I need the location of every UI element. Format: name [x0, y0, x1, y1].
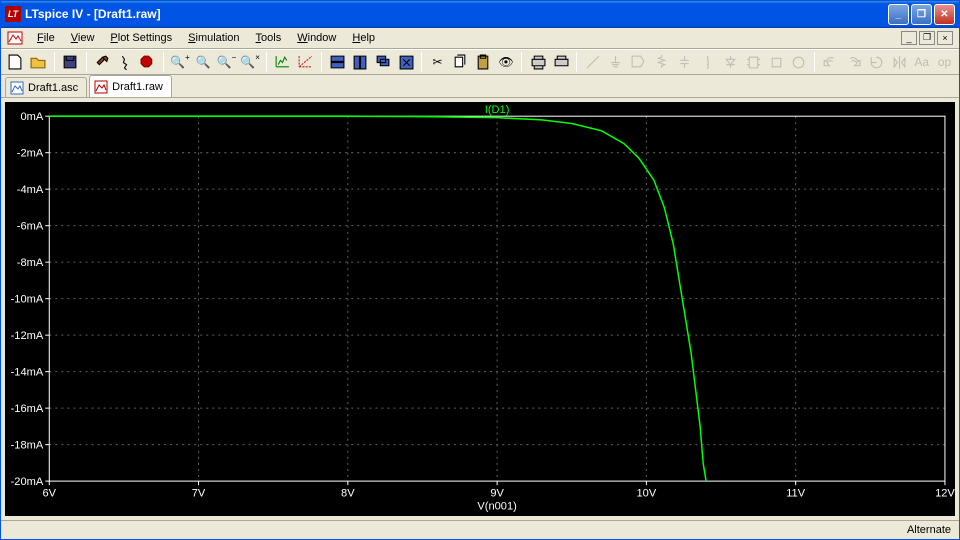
cascade-button[interactable]	[372, 51, 393, 73]
select-trace-button[interactable]	[295, 51, 316, 73]
paste-button[interactable]	[473, 51, 494, 73]
tile-h-button[interactable]	[327, 51, 348, 73]
svg-text:-8mA: -8mA	[17, 258, 44, 270]
spice-dir-button: op	[934, 51, 955, 73]
diode-button	[719, 51, 740, 73]
svg-text:-6mA: -6mA	[17, 221, 44, 233]
zoom-actual-button[interactable]: 🔍	[193, 51, 214, 73]
svg-text:-16mA: -16mA	[11, 404, 44, 416]
text-button: Aa	[911, 51, 932, 73]
svg-text:11V: 11V	[786, 488, 805, 500]
print-setup-button[interactable]	[550, 51, 571, 73]
minimize-button[interactable]: _	[888, 4, 909, 25]
hammer-button[interactable]	[92, 51, 113, 73]
label-button	[628, 51, 649, 73]
svg-text:10V: 10V	[637, 488, 657, 500]
mirror-button	[888, 51, 909, 73]
zoom-in-button[interactable]: 🔍+	[169, 51, 191, 73]
window-title: LTspice IV - [Draft1.raw]	[25, 7, 888, 21]
tab-icon	[10, 81, 24, 95]
plot-canvas[interactable]: 6V 7V 8V 9V 10V 11V 12V 0mA -2mA -4mA -6mA -8mA -10m…	[5, 102, 955, 516]
mdi-minimize[interactable]: _	[901, 31, 917, 45]
tile-v-button[interactable]	[349, 51, 370, 73]
open-file-button[interactable]	[28, 51, 49, 73]
mdi-restore[interactable]: ❐	[919, 31, 935, 45]
menu-window[interactable]: Window	[289, 30, 344, 46]
stop-button[interactable]	[137, 51, 158, 73]
mdi-icon	[7, 31, 23, 45]
mdi-controls: _ ❐ ×	[901, 31, 953, 45]
new-file-button[interactable]	[5, 51, 26, 73]
rotate-button	[866, 51, 887, 73]
menu-view[interactable]: View	[63, 30, 103, 46]
save-file-button[interactable]	[60, 51, 81, 73]
resistor-button	[651, 51, 672, 73]
svg-text:-4mA: -4mA	[17, 185, 44, 197]
copy-button[interactable]	[450, 51, 471, 73]
tab-icon	[94, 80, 108, 94]
zoom-fit-button[interactable]: 🔍×	[239, 51, 261, 73]
menu-tools[interactable]: Tools	[248, 30, 290, 46]
tab-label: Draft1.asc	[28, 82, 78, 94]
titlebar[interactable]: LT LTspice IV - [Draft1.raw] _ ❐ ✕	[1, 1, 959, 28]
cut-button[interactable]: ✂	[427, 51, 448, 73]
menu-simulation[interactable]: Simulation	[180, 30, 247, 46]
menu-help[interactable]: Help	[344, 30, 383, 46]
tab-Draft1-raw[interactable]: Draft1.raw	[89, 75, 172, 97]
draw-wire-button	[582, 51, 603, 73]
plot-area: 6V 7V 8V 9V 10V 11V 12V 0mA -2mA -4mA -6mA -8mA -10m…	[1, 98, 959, 520]
svg-text:-12mA: -12mA	[11, 331, 44, 343]
trace-label[interactable]: I(D1)	[485, 104, 510, 116]
svg-text:6V: 6V	[43, 488, 57, 500]
print-button[interactable]	[527, 51, 548, 73]
window-controls: _ ❐ ✕	[888, 4, 955, 25]
status-text: Alternate	[907, 524, 951, 536]
tab-Draft1-asc[interactable]: Draft1.asc	[5, 77, 87, 97]
menubar: FileViewPlot SettingsSimulationToolsWind…	[1, 28, 959, 49]
redo-button	[843, 51, 864, 73]
capacitor-button	[674, 51, 695, 73]
toolbar: 🔍+🔍🔍−🔍× ✂ 👁 Aaop	[1, 49, 959, 76]
svg-text:-20mA: -20mA	[11, 476, 44, 488]
drag-button	[788, 51, 809, 73]
maximize-button[interactable]: ❐	[911, 4, 932, 25]
svg-text:7V: 7V	[192, 488, 206, 500]
app-window: LT LTspice IV - [Draft1.raw] _ ❐ ✕ FileV…	[0, 0, 960, 540]
autorange-button[interactable]	[272, 51, 293, 73]
component-button	[742, 51, 763, 73]
close-button[interactable]: ✕	[934, 4, 955, 25]
svg-text:9V: 9V	[490, 488, 504, 500]
svg-text:V(n001): V(n001)	[477, 501, 517, 513]
app-icon: LT	[5, 6, 21, 22]
close-win-button[interactable]	[395, 51, 416, 73]
menu-file[interactable]: File	[29, 30, 63, 46]
tab-label: Draft1.raw	[112, 81, 163, 93]
zoom-out-button[interactable]: 🔍−	[216, 51, 238, 73]
svg-text:8V: 8V	[341, 488, 355, 500]
undo-button	[820, 51, 841, 73]
mdi-close[interactable]: ×	[937, 31, 953, 45]
inductor-button	[697, 51, 718, 73]
svg-text:-2mA: -2mA	[17, 148, 44, 160]
run-button[interactable]	[114, 51, 135, 73]
svg-text:-14mA: -14mA	[11, 367, 44, 379]
move-button	[765, 51, 786, 73]
svg-text:12V: 12V	[935, 488, 955, 500]
svg-text:-18mA: -18mA	[11, 440, 44, 452]
statusbar: Alternate	[1, 520, 959, 539]
tab-bar: Draft1.asc Draft1.raw	[1, 75, 959, 98]
ground-button	[605, 51, 626, 73]
menu-plot-settings[interactable]: Plot Settings	[102, 30, 180, 46]
svg-text:0mA: 0mA	[20, 112, 43, 124]
find-button[interactable]: 👁	[496, 51, 517, 73]
svg-text:-10mA: -10mA	[11, 294, 44, 306]
